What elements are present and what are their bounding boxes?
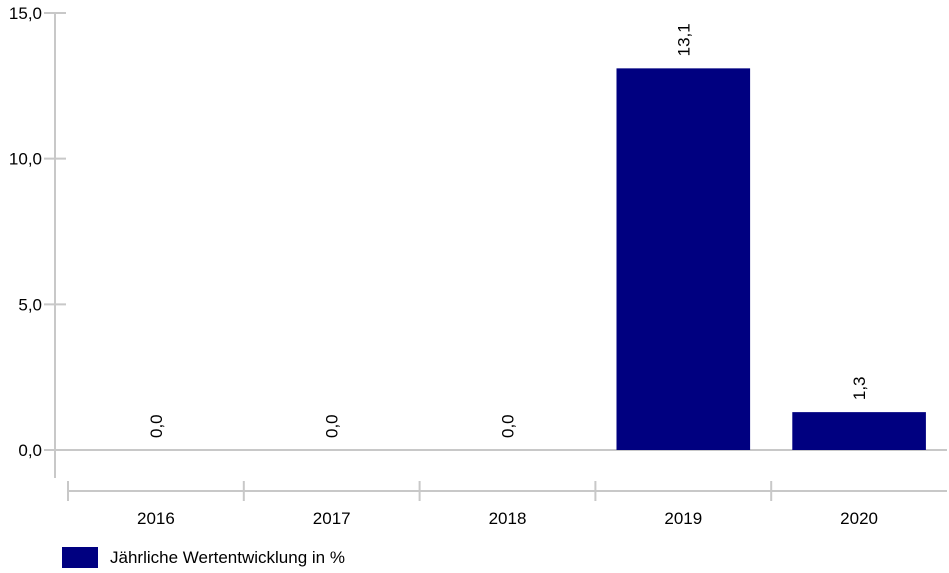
y-tick-label: 10,0 xyxy=(9,150,42,169)
x-tick-label: 2017 xyxy=(313,509,351,528)
x-axis: 2016 2017 2018 2019 2020 xyxy=(67,481,947,528)
legend-label: Jährliche Wertentwicklung in % xyxy=(110,547,345,567)
y-tick-label: 15,0 xyxy=(9,4,42,23)
y-tick-label: 0,0 xyxy=(18,441,42,460)
data-label: 0,0 xyxy=(323,414,342,438)
data-label: 0,0 xyxy=(147,414,166,438)
y-tick-label: 5,0 xyxy=(18,295,42,314)
data-label: 13,1 xyxy=(674,23,693,56)
legend-swatch xyxy=(62,547,98,568)
bar xyxy=(616,68,751,450)
legend: Jährliche Wertentwicklung in % xyxy=(62,547,345,568)
data-labels: 0,0 0,0 0,0 13,1 1,3 xyxy=(147,23,869,438)
x-tick-label: 2019 xyxy=(664,509,702,528)
bars xyxy=(616,68,926,450)
y-axis: 0,0 5,0 10,0 15,0 xyxy=(9,4,947,478)
x-tick-label: 2018 xyxy=(489,509,527,528)
x-tick-label: 2016 xyxy=(137,509,175,528)
data-label: 1,3 xyxy=(850,376,869,400)
data-label: 0,0 xyxy=(499,414,518,438)
bar xyxy=(792,412,926,450)
x-tick-label: 2020 xyxy=(840,509,878,528)
